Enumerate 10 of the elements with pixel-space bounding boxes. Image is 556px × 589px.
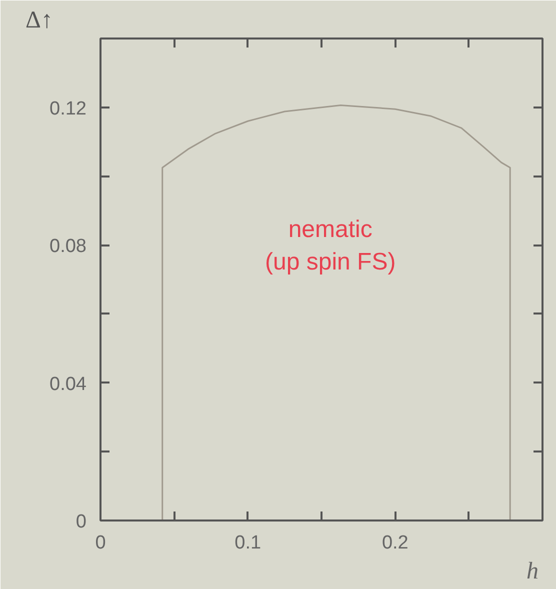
annotation: nematic (up spin FS) — [264, 216, 396, 276]
y-tick-label: 0.08 — [50, 236, 87, 258]
y-tick-label: 0 — [76, 512, 87, 532]
x-tick-label: 0 — [95, 532, 106, 554]
x-tick-label: 0.1 — [234, 532, 262, 554]
x-axis-title: h — [526, 558, 538, 584]
y-axis-title: Δ↑ — [26, 8, 53, 34]
y-tick-label: 0.04 — [50, 374, 87, 395]
y-tick-label: 0.12 — [50, 98, 87, 120]
x-tick-label: 0.2 — [382, 532, 408, 554]
